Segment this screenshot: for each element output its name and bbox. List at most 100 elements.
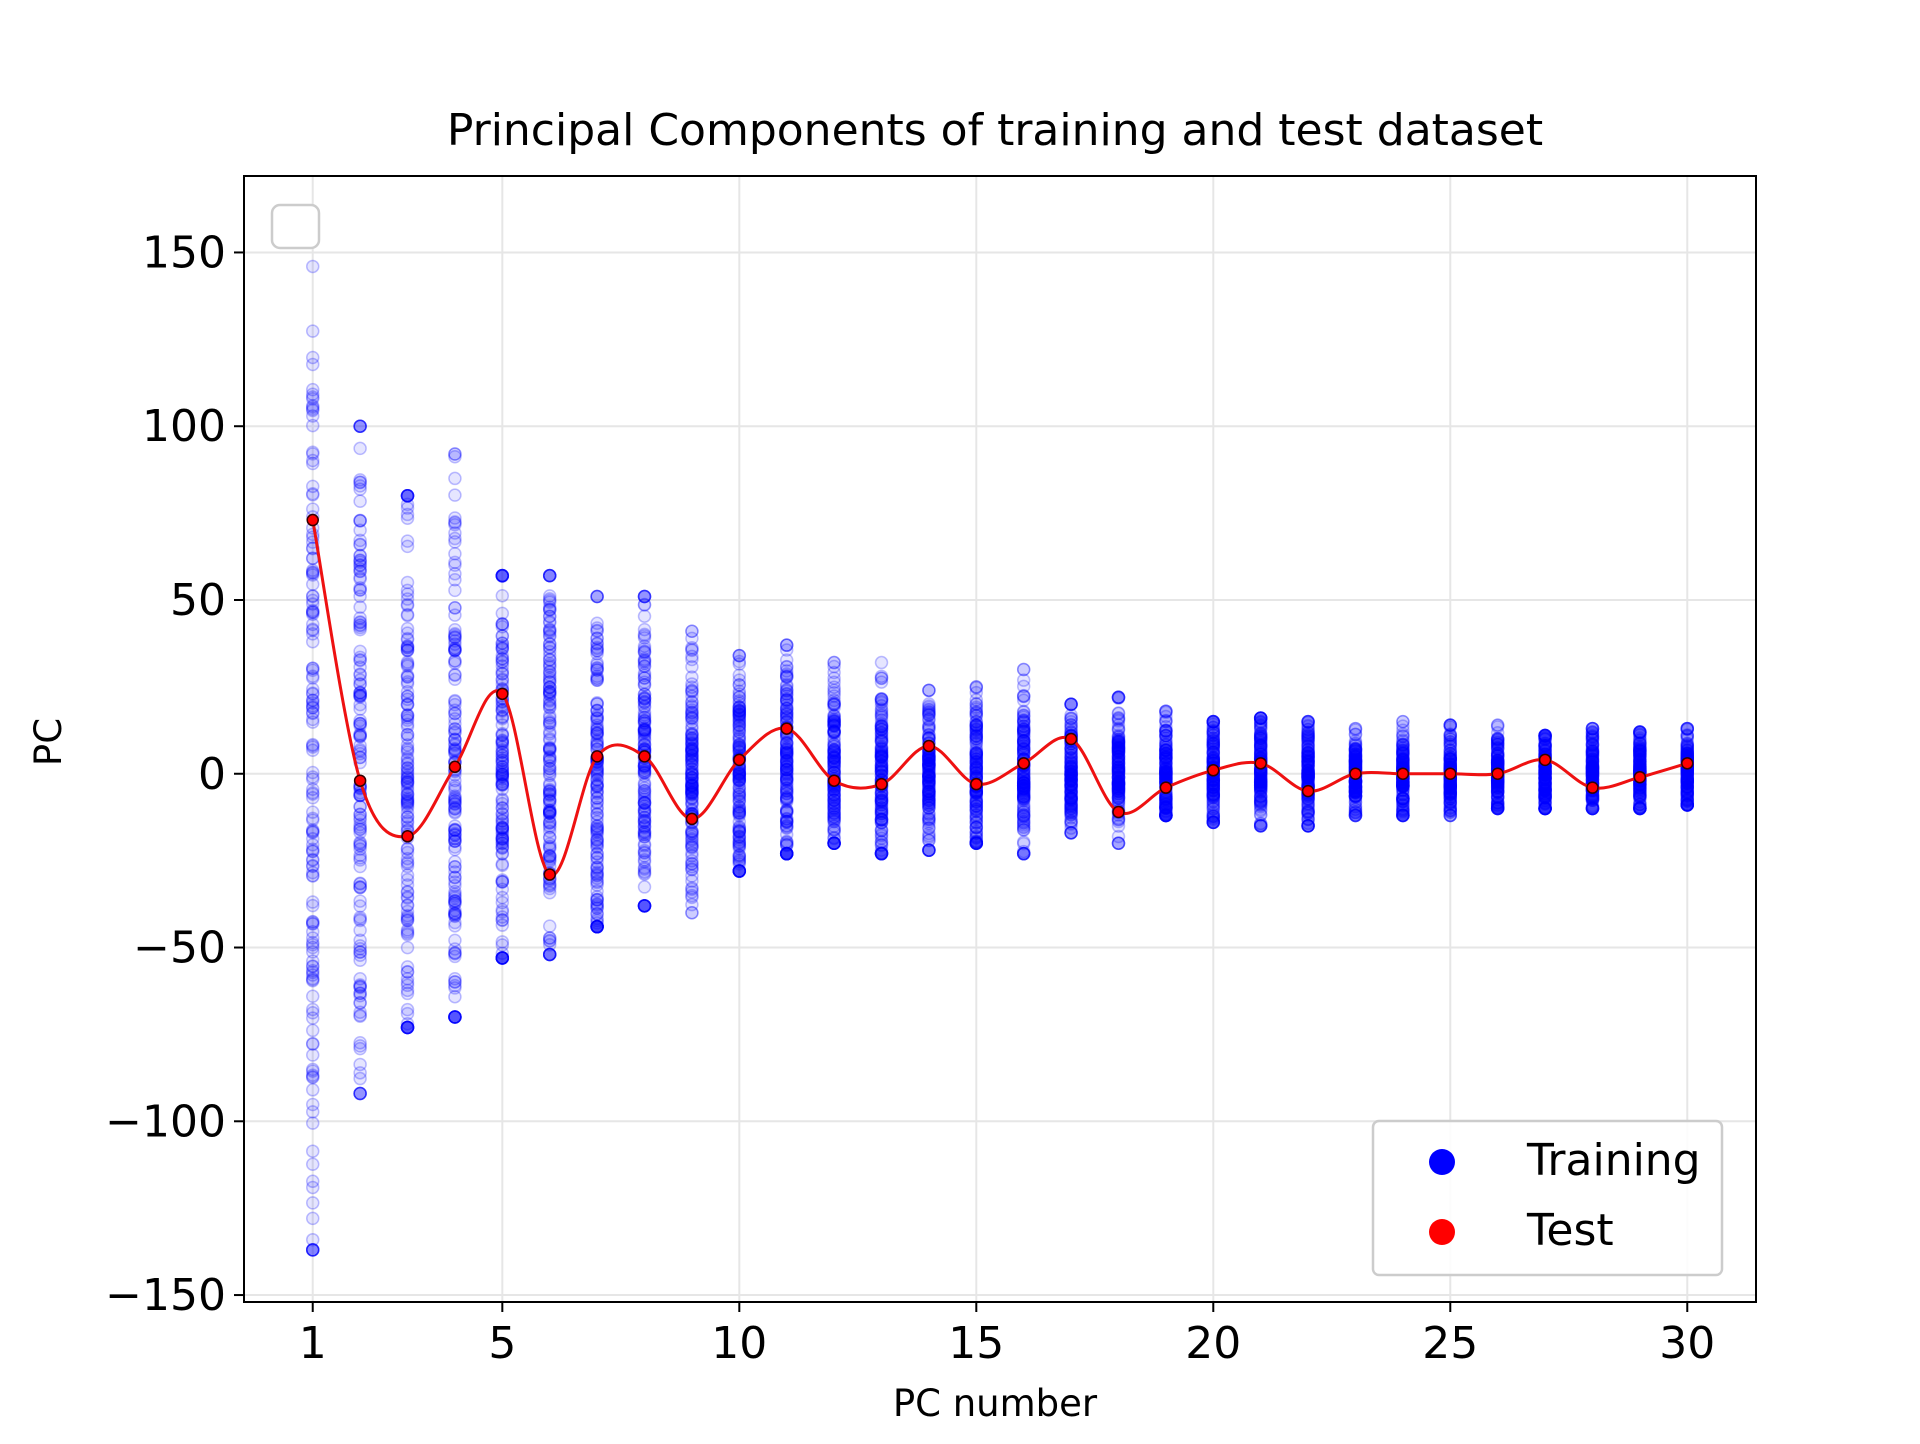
training-point <box>400 534 415 548</box>
training-point <box>732 851 747 865</box>
training-point <box>448 1010 462 1024</box>
training-point <box>305 968 320 982</box>
training-point <box>1111 737 1126 752</box>
training-point <box>400 810 415 824</box>
training-point <box>305 700 320 715</box>
training-point <box>400 780 415 795</box>
training-point <box>400 765 415 780</box>
training-point <box>685 762 699 777</box>
training-point <box>495 890 510 905</box>
training-point <box>542 568 557 583</box>
training-point <box>400 738 415 752</box>
training-point <box>353 1036 367 1050</box>
training-point <box>400 913 415 928</box>
training-point <box>400 913 415 928</box>
training-point <box>1633 727 1647 742</box>
training-point <box>353 933 367 947</box>
training-point <box>779 703 794 718</box>
training-point <box>590 791 604 805</box>
training-point <box>353 419 367 433</box>
training-point <box>448 1010 462 1024</box>
training-point <box>400 1002 415 1017</box>
training-point <box>448 726 462 740</box>
training-point <box>305 382 320 397</box>
training-point <box>305 488 320 502</box>
training-point <box>400 731 415 745</box>
training-point <box>400 1006 415 1021</box>
training-point <box>448 834 462 848</box>
training-point <box>448 706 462 721</box>
training-point <box>590 821 604 835</box>
training-point <box>305 447 320 461</box>
training-point <box>353 600 367 614</box>
training-point <box>305 400 320 415</box>
training-point <box>305 453 320 468</box>
training-point <box>305 1243 320 1257</box>
training-point <box>448 608 462 622</box>
training-point <box>305 390 320 404</box>
training-point <box>305 1023 320 1038</box>
training-point <box>874 722 889 737</box>
training-point <box>1253 737 1268 752</box>
training-point <box>305 825 320 839</box>
training-point <box>590 643 604 658</box>
training-point <box>542 830 557 845</box>
training-point <box>400 855 415 869</box>
training-point <box>353 859 367 874</box>
training-point <box>448 947 462 961</box>
y-axis-label: PC <box>27 718 70 766</box>
training-point <box>305 868 320 883</box>
training-point <box>353 1066 367 1080</box>
training-point <box>448 712 462 726</box>
training-point <box>353 719 367 733</box>
test-point <box>496 687 509 701</box>
training-point <box>353 555 367 569</box>
training-point <box>353 996 367 1010</box>
training-point <box>353 553 367 567</box>
training-point <box>542 623 557 637</box>
training-point <box>448 889 462 903</box>
training-point <box>732 678 747 692</box>
training-point <box>637 671 652 685</box>
training-point <box>353 562 367 576</box>
training-point <box>400 787 415 801</box>
training-point <box>305 1174 320 1189</box>
training-point <box>353 685 367 700</box>
training-point <box>448 668 462 683</box>
training-point <box>779 759 794 774</box>
training-point <box>448 1010 462 1024</box>
training-point <box>353 851 367 865</box>
training-point <box>637 699 652 713</box>
training-point <box>590 866 604 881</box>
test-point <box>1064 732 1078 746</box>
training-point <box>448 643 462 658</box>
training-point <box>448 790 462 805</box>
training-point <box>305 686 320 700</box>
training-point <box>922 801 936 815</box>
training-point <box>305 1037 320 1051</box>
training-point <box>353 667 367 681</box>
training-point <box>448 884 462 899</box>
training-point <box>305 563 320 578</box>
training-point <box>1396 801 1410 816</box>
training-point <box>400 796 415 810</box>
training-point <box>353 677 367 691</box>
training-point <box>400 670 415 684</box>
training-point <box>305 852 320 867</box>
training-point <box>448 949 462 964</box>
training-point <box>305 671 320 685</box>
training-point <box>353 644 367 659</box>
training-point <box>969 831 984 845</box>
training-point <box>353 622 367 637</box>
test-point <box>401 830 414 843</box>
training-point <box>827 655 841 670</box>
training-point <box>922 683 936 698</box>
training-point <box>448 637 462 651</box>
training-point <box>353 813 367 827</box>
training-point <box>400 923 415 937</box>
training-point <box>305 606 320 620</box>
test-point <box>875 777 888 791</box>
training-point <box>305 1243 320 1257</box>
training-point <box>353 838 367 852</box>
training-point <box>400 675 415 689</box>
